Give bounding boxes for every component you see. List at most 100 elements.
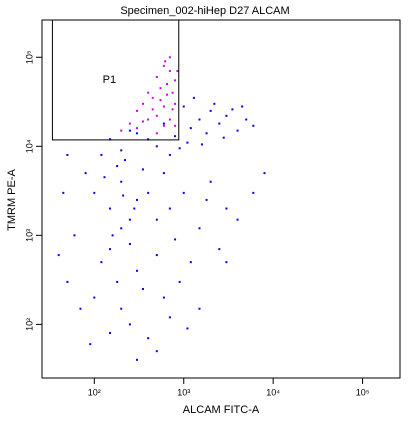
point xyxy=(168,118,171,121)
y-tick-label: 10³ xyxy=(24,229,34,242)
point xyxy=(100,261,103,264)
point xyxy=(159,99,162,102)
gate xyxy=(51,19,180,141)
point xyxy=(162,172,165,175)
x-tick-label: 10⁵ xyxy=(356,387,370,397)
point xyxy=(128,129,131,132)
point xyxy=(225,207,228,210)
point xyxy=(147,91,150,94)
point xyxy=(109,248,112,251)
point xyxy=(128,242,131,245)
point xyxy=(128,218,131,221)
point xyxy=(66,280,69,283)
point xyxy=(245,118,248,121)
point xyxy=(174,124,177,127)
x-tick-label: 10³ xyxy=(177,387,190,397)
point xyxy=(236,218,239,221)
point xyxy=(205,198,208,201)
point xyxy=(147,138,150,141)
point xyxy=(192,96,195,99)
point xyxy=(147,337,150,340)
point xyxy=(198,227,201,230)
point xyxy=(168,207,171,210)
point xyxy=(120,149,123,152)
point xyxy=(209,109,212,112)
point xyxy=(231,108,234,111)
point xyxy=(174,135,177,138)
point xyxy=(62,191,65,194)
point xyxy=(84,172,87,175)
x-axis-label: ALCAM FITC-A xyxy=(183,404,260,416)
point xyxy=(155,218,158,221)
point xyxy=(151,96,154,99)
point xyxy=(182,191,185,194)
point xyxy=(79,307,82,310)
point xyxy=(213,102,216,105)
point xyxy=(103,176,106,179)
x-tick-label: 10⁴ xyxy=(266,387,280,397)
y-tick-label: 10² xyxy=(24,318,34,331)
point xyxy=(57,254,60,257)
point xyxy=(252,191,255,194)
y-tick-label: 10⁵ xyxy=(24,50,34,64)
y-axis-label: TMRM PE-A xyxy=(6,168,18,230)
point xyxy=(109,207,112,210)
point xyxy=(128,323,131,326)
point xyxy=(135,198,138,201)
point xyxy=(171,108,174,111)
point xyxy=(155,114,158,117)
point xyxy=(93,191,96,194)
point xyxy=(168,153,171,156)
point xyxy=(189,127,192,130)
point xyxy=(155,254,158,257)
point xyxy=(189,261,192,264)
point xyxy=(218,248,221,251)
point xyxy=(120,227,123,230)
point xyxy=(141,102,144,105)
point xyxy=(225,114,228,117)
point xyxy=(123,159,126,162)
point xyxy=(155,76,158,79)
point xyxy=(174,79,177,82)
point xyxy=(241,105,244,108)
point xyxy=(147,118,150,121)
point xyxy=(141,120,144,123)
point xyxy=(166,93,169,96)
point xyxy=(186,327,189,330)
point xyxy=(171,91,174,94)
point xyxy=(135,358,138,361)
point xyxy=(182,105,185,108)
point xyxy=(168,316,171,319)
point xyxy=(109,138,112,141)
point xyxy=(135,269,138,272)
point xyxy=(122,194,125,197)
point xyxy=(116,280,119,283)
point xyxy=(209,180,212,183)
point xyxy=(252,124,255,127)
point xyxy=(151,108,154,111)
point xyxy=(186,141,189,144)
point xyxy=(100,153,103,156)
point xyxy=(120,129,123,132)
point xyxy=(218,122,221,125)
point xyxy=(166,83,169,86)
point xyxy=(135,132,138,135)
point xyxy=(111,234,114,237)
point xyxy=(236,129,239,132)
point xyxy=(168,56,171,59)
point xyxy=(135,109,138,112)
point xyxy=(73,234,76,237)
point xyxy=(225,261,228,264)
point xyxy=(178,280,181,283)
point xyxy=(174,238,177,241)
point xyxy=(93,296,96,299)
point xyxy=(155,145,158,148)
y-tick-label: 10⁴ xyxy=(24,139,34,153)
point xyxy=(198,307,201,310)
point xyxy=(116,165,119,168)
point xyxy=(162,64,165,67)
chart-title: Specimen_002-hiHep D27 ALCAM xyxy=(120,5,289,17)
point xyxy=(141,287,144,290)
point xyxy=(200,143,203,146)
